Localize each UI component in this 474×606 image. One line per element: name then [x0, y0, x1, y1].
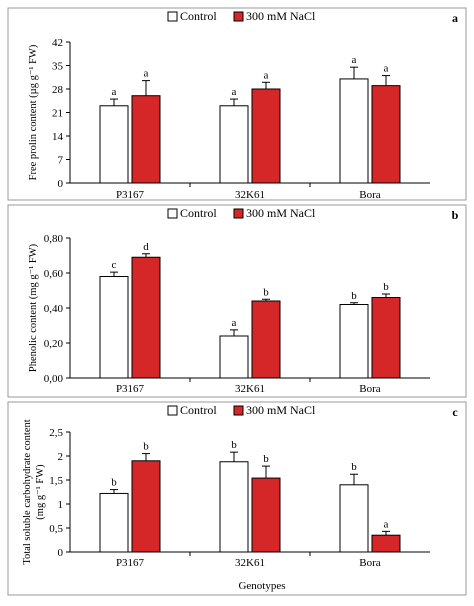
significance-letter: a — [112, 86, 117, 98]
legend-swatch-control — [167, 208, 178, 219]
bar-control-p3167 — [99, 105, 129, 184]
x-tick-label: P3167 — [116, 189, 145, 201]
x-tick-label: 32K61 — [235, 189, 265, 201]
chart-panel-a: Control 300 mM NaCl a 0 7 14 21 28 35 42 P3167 32K6… — [7, 7, 467, 201]
legend-label-nacl: 300 mM NaCl — [246, 206, 316, 220]
bar-control-p3167 — [99, 276, 129, 379]
y-tick-label: 1,5 — [49, 475, 63, 487]
legend-label-nacl: 300 mM NaCl — [246, 403, 316, 417]
x-tick-label: Bora — [359, 557, 381, 569]
significance-letter: a — [384, 518, 389, 530]
significance-letter: b — [263, 286, 269, 298]
y-tick-label: 42 — [52, 37, 63, 49]
significance-letter: c — [112, 259, 117, 271]
panel-label: a — [452, 11, 458, 25]
legend-label-control: Control — [180, 403, 217, 417]
y-tick-label: 0,80 — [44, 233, 64, 245]
y-tick-label: 0,00 — [44, 373, 64, 385]
y-tick-label: 1 — [58, 499, 64, 511]
significance-letter: a — [264, 69, 269, 81]
x-tick-label: P3167 — [116, 383, 145, 395]
y-axis-label: Free prolin content (µg g⁻¹ FW) — [28, 44, 39, 180]
x-tick-label: 32K61 — [235, 383, 265, 395]
bar-nacl-bora — [371, 534, 401, 553]
y-tick-label: 7 — [58, 155, 64, 167]
bar-control-p3167 — [99, 492, 129, 553]
panel-frame — [7, 204, 467, 398]
legend-label-control: Control — [180, 206, 217, 220]
bar-control-bora — [339, 484, 369, 553]
bar-nacl-32k61 — [251, 88, 281, 184]
bar-nacl-p3167 — [131, 95, 161, 184]
y-tick-label: 2,5 — [49, 427, 63, 439]
significance-letter: a — [144, 68, 149, 80]
panel-label: b — [452, 208, 459, 222]
bar-nacl-32k61 — [251, 477, 281, 553]
bar-nacl-p3167 — [131, 460, 161, 553]
bar-control-bora — [339, 304, 369, 379]
significance-letter: a — [384, 63, 389, 75]
significance-letter: b — [351, 461, 357, 473]
legend-label-nacl: 300 mM NaCl — [246, 9, 316, 23]
significance-letter: b — [263, 453, 269, 465]
y-tick-label: 2 — [58, 451, 64, 463]
chart-panel-b: Control 300 mM NaCl b 0,00 0,20 0,40 0,60 0,80 P… — [7, 204, 467, 398]
x-tick-label: 32K61 — [235, 557, 265, 569]
bar-control-32k61 — [219, 461, 249, 553]
bar-control-32k61 — [219, 335, 249, 379]
bar-nacl-p3167 — [131, 256, 161, 379]
x-tick-label: Bora — [359, 383, 381, 395]
significance-letter: b — [111, 477, 117, 489]
y-axis-label: Total soluble carbohydrate content — [22, 419, 33, 564]
legend-swatch-nacl — [233, 405, 244, 416]
legend-swatch-nacl — [233, 11, 244, 22]
legend-swatch-nacl — [233, 208, 244, 219]
bar-nacl-32k61 — [251, 300, 281, 379]
y-tick-label: 21 — [52, 108, 63, 120]
y-tick-label: 0,20 — [44, 338, 64, 350]
significance-letter: b — [231, 439, 237, 451]
x-tick-label: Bora — [359, 189, 381, 201]
x-axis-label: Genotypes — [238, 580, 285, 592]
significance-letter: b — [143, 441, 149, 453]
x-tick-label: P3167 — [116, 557, 145, 569]
y-axis-label: (mg g⁻¹ FW) — [35, 464, 46, 520]
significance-letter: b — [383, 281, 389, 293]
y-tick-label: 28 — [52, 84, 64, 96]
y-tick-label: 0 — [58, 178, 64, 190]
panel-label: c — [452, 405, 458, 419]
chart-panel-c: Control 300 mM NaCl c 0 0,5 1 1,5 2 2,5 P3167 32K6… — [7, 401, 467, 596]
y-axis-label: Phenolic content (mg g⁻¹ FW) — [28, 243, 39, 372]
legend-swatch-control — [167, 11, 178, 22]
significance-letter: a — [232, 317, 237, 329]
panel-frame — [7, 7, 467, 201]
y-tick-label: 0 — [58, 547, 64, 559]
y-tick-label: 0,5 — [49, 523, 63, 535]
significance-letter: a — [352, 54, 357, 66]
y-tick-label: 35 — [52, 61, 64, 73]
legend-swatch-control — [167, 405, 178, 416]
significance-letter: a — [232, 86, 237, 98]
bar-control-32k61 — [219, 105, 249, 184]
bar-control-bora — [339, 78, 369, 184]
y-tick-label: 0,40 — [44, 303, 64, 315]
significance-letter: b — [351, 290, 357, 302]
bar-nacl-bora — [371, 297, 401, 379]
y-tick-label: 14 — [52, 131, 64, 143]
y-tick-label: 0,60 — [44, 268, 64, 280]
bar-nacl-bora — [371, 85, 401, 184]
legend-label-control: Control — [180, 9, 217, 23]
significance-letter: d — [143, 241, 149, 253]
panel-frame — [7, 401, 467, 596]
